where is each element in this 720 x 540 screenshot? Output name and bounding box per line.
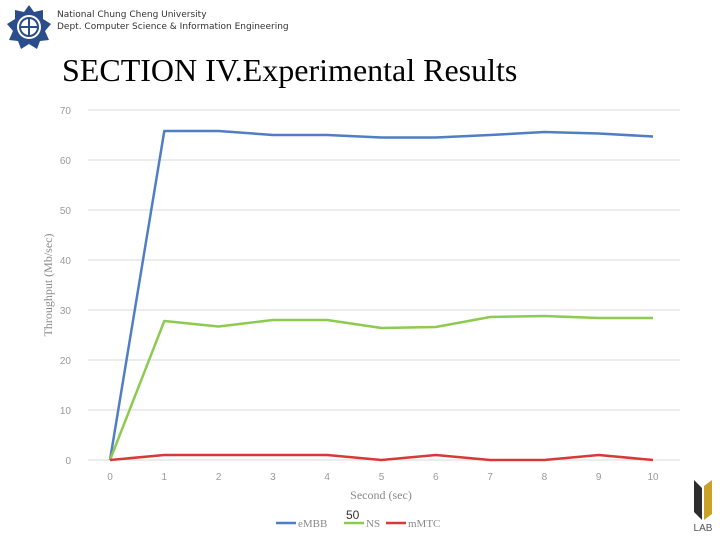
legend-label: eMBB — [298, 518, 327, 530]
x-tick-label: 8 — [542, 472, 548, 483]
x-tick-label: 7 — [487, 472, 493, 483]
lab-logo: LAB — [694, 480, 713, 534]
y-tick-labels: 0 10 20 30 40 50 60 70 — [60, 106, 72, 467]
department-name: Dept. Computer Science & Information Eng… — [57, 22, 289, 32]
y-tick-label: 50 — [60, 206, 72, 217]
x-tick-label: 6 — [433, 472, 439, 483]
x-tick-label: 0 — [107, 472, 113, 483]
x-tick-label: 2 — [216, 472, 222, 483]
slide-title: SECTION IV.Experimental Results — [62, 52, 518, 88]
x-axis-label: Second (sec) — [350, 488, 412, 502]
grid-lines — [88, 109, 680, 461]
y-tick-label: 60 — [60, 156, 72, 167]
y-tick-label: 20 — [60, 356, 72, 367]
y-tick-label: 40 — [60, 256, 72, 267]
lab-text: LAB — [694, 523, 713, 534]
x-tick-label: 9 — [596, 472, 602, 483]
legend-label: mMTC — [408, 518, 440, 530]
x-tick-label: 3 — [270, 472, 276, 483]
legend-label: NS — [366, 518, 380, 530]
university-logo — [7, 5, 51, 49]
series-line-mmtc — [109, 453, 654, 462]
series-line-embb — [108, 129, 654, 461]
series-lines — [108, 129, 654, 462]
university-name: National Chung Cheng University — [57, 10, 207, 20]
y-tick-label: 0 — [65, 456, 71, 467]
x-tick-label: 5 — [379, 472, 385, 483]
y-tick-label: 70 — [60, 106, 72, 117]
legend: eMBB NS mMTC — [276, 518, 440, 530]
x-tick-label: 4 — [324, 472, 330, 483]
y-tick-label: 30 — [60, 306, 72, 317]
y-tick-label: 10 — [60, 406, 72, 417]
x-tick-label: 1 — [162, 472, 168, 483]
x-tick-label: 10 — [647, 472, 659, 483]
university-header: National Chung Cheng University Dept. Co… — [57, 9, 289, 33]
series-line-ns — [108, 314, 653, 461]
x-tick-labels: 0 1 2 3 4 5 6 7 8 9 10 — [107, 472, 659, 483]
page-number: 50 — [346, 508, 360, 522]
y-axis-label: Throughput (Mb/sec) — [41, 234, 55, 337]
